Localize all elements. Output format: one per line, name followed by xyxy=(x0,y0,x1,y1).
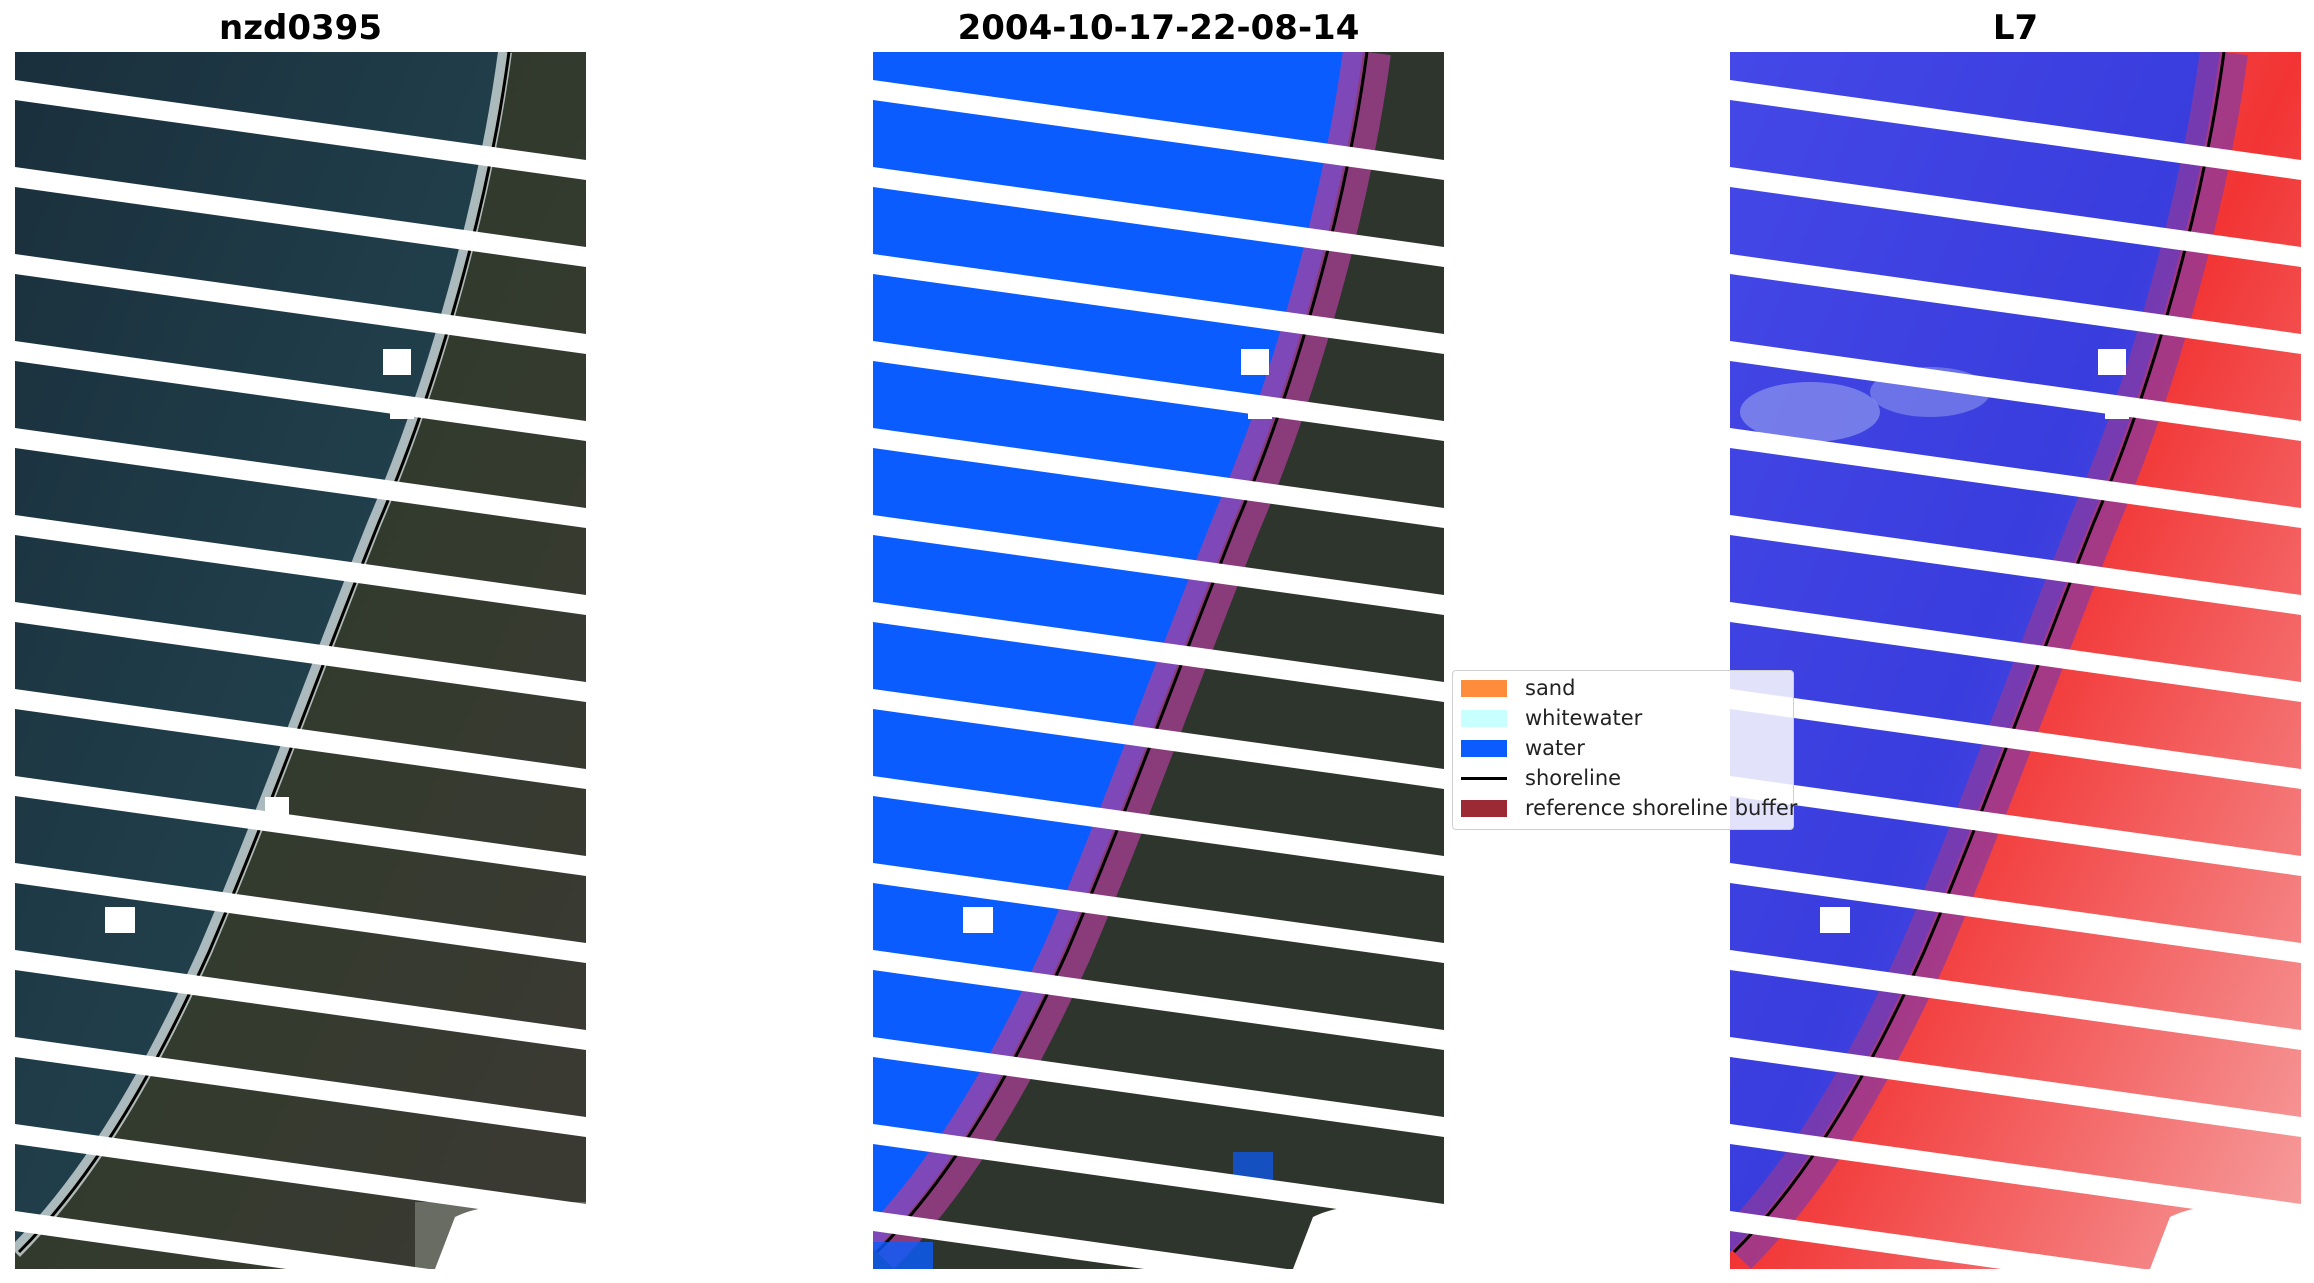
legend-label-water: water xyxy=(1525,736,1585,760)
shoreline-line-swatch xyxy=(1461,776,1507,780)
legend-item-shoreline: shoreline xyxy=(1461,764,1621,792)
rgb-image-panel xyxy=(15,52,586,1269)
legend-item-water: water xyxy=(1461,734,1585,762)
legend-label-sand: sand xyxy=(1525,676,1576,700)
index-image-panel xyxy=(1730,52,2301,1269)
legend-label-shoreline: shoreline xyxy=(1525,766,1622,790)
scanline-gaps xyxy=(873,80,1444,1269)
scanline-gaps xyxy=(1730,80,2301,1269)
index-image xyxy=(1730,52,2301,1269)
water-swatch xyxy=(1461,739,1507,757)
classified-panel-title: 2004-10-17-22-08-14 xyxy=(957,8,1360,48)
legend-label-buffer: reference shoreline buffer xyxy=(1525,796,1798,820)
shoreline xyxy=(1732,52,2226,1254)
legend-item-buffer: reference shoreline buffer xyxy=(1461,794,1797,822)
legend-item-sand: sand xyxy=(1461,674,1575,702)
classified-image xyxy=(873,52,1444,1269)
legend-item-whitewater: whitewater xyxy=(1461,704,1642,732)
legend-label-whitewater: whitewater xyxy=(1525,706,1643,730)
scanline-gaps xyxy=(15,80,586,1269)
sand-swatch xyxy=(1461,679,1507,697)
buffer-swatch xyxy=(1461,799,1507,817)
whitewater-swatch xyxy=(1461,709,1507,727)
classified-image-panel xyxy=(873,52,1444,1269)
shoreline xyxy=(875,52,1369,1254)
rgb-panel-title: nzd0395 xyxy=(219,8,382,48)
rgb-image xyxy=(15,52,586,1269)
legend: sand whitewater water shoreline referenc… xyxy=(1452,670,1797,830)
index-panel-title: L7 xyxy=(1992,8,2039,48)
